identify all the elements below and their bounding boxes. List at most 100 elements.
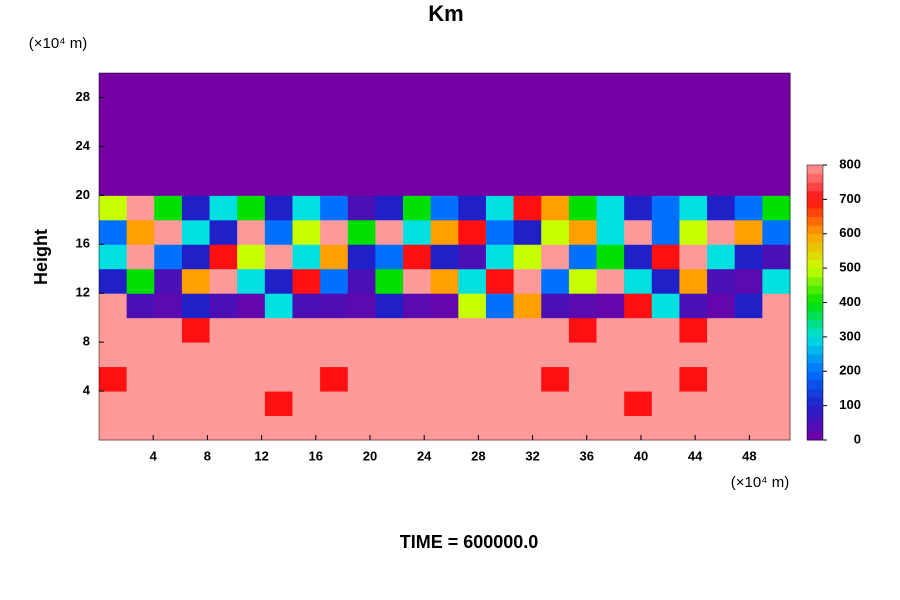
field-cell <box>154 317 183 343</box>
field-cell <box>541 391 570 417</box>
field-cell <box>596 342 625 368</box>
colorbar-slice <box>807 397 823 407</box>
field-cell <box>347 121 376 147</box>
field-cell <box>513 317 542 343</box>
x-tick-label: 24 <box>417 448 432 463</box>
field-cell <box>762 146 791 172</box>
field-cell <box>707 244 736 270</box>
field-cell <box>568 415 598 441</box>
field-cell <box>99 73 128 98</box>
field-cell <box>181 146 211 172</box>
field-cell <box>181 317 211 343</box>
colorbar-slice <box>807 362 823 372</box>
field-cell <box>651 195 680 221</box>
colorbar-slice <box>807 276 823 286</box>
field-cell <box>679 121 708 147</box>
field-cell <box>707 268 736 294</box>
field-cell <box>541 146 570 172</box>
field-cell <box>430 268 459 294</box>
field-cell <box>320 73 349 98</box>
colorbar-slice <box>807 354 823 364</box>
field-cell <box>237 317 266 343</box>
colorbar-tick-label: 500 <box>839 260 861 275</box>
field-cell <box>320 342 349 368</box>
field-cell <box>513 244 542 270</box>
field-cell <box>154 366 183 392</box>
field-cell <box>596 293 625 319</box>
field-cell <box>596 268 625 294</box>
field-cell <box>209 268 238 294</box>
field-cell <box>154 73 183 98</box>
field-cell <box>651 73 680 98</box>
field-cell <box>430 415 459 441</box>
field-cell <box>126 219 155 245</box>
field-cell <box>458 121 487 147</box>
field-cell <box>237 391 266 417</box>
field-cell <box>568 317 598 343</box>
field-cell <box>126 121 155 147</box>
field-cell <box>513 170 542 196</box>
field-cell <box>292 391 321 417</box>
field-cell <box>762 73 791 98</box>
field-cell <box>181 73 211 98</box>
field-cell <box>126 415 155 441</box>
field-cell <box>403 293 432 319</box>
field-cell <box>430 97 459 123</box>
field-cell <box>292 268 321 294</box>
field-cell <box>651 268 680 294</box>
field-cell <box>181 244 211 270</box>
field-cell <box>762 366 791 392</box>
field-cell <box>734 415 763 441</box>
field-cell <box>707 366 736 392</box>
field-cell <box>292 317 321 343</box>
colorbar-slice <box>807 165 823 175</box>
field-cell <box>181 170 211 196</box>
field-cell <box>99 342 128 368</box>
field-cell <box>458 219 487 245</box>
field-cell <box>430 366 459 392</box>
field-cell <box>99 268 128 294</box>
field-cell <box>651 317 680 343</box>
field-cell <box>99 219 128 245</box>
field-cell <box>762 293 791 319</box>
field-cell <box>292 219 321 245</box>
field-cell <box>154 170 183 196</box>
field-cell <box>624 317 653 343</box>
colorbar-slice <box>807 182 823 192</box>
field-cell <box>568 219 598 245</box>
field-cell <box>347 195 376 221</box>
field-cell <box>292 170 321 196</box>
field-cell <box>651 170 680 196</box>
field-cell <box>403 317 432 343</box>
field-cell <box>292 293 321 319</box>
field-cell <box>375 244 404 270</box>
field-cell <box>99 97 128 123</box>
field-cell <box>237 244 266 270</box>
field-cell <box>651 391 680 417</box>
field-cell <box>99 391 128 417</box>
field-cell <box>347 146 376 172</box>
field-cell <box>568 366 598 392</box>
field-cell <box>541 415 570 441</box>
field-cell <box>292 73 321 98</box>
field-cell <box>624 244 653 270</box>
field-cell <box>485 170 515 196</box>
field-cell <box>707 121 736 147</box>
colorbar-slice <box>807 319 823 329</box>
field-cell <box>596 244 625 270</box>
colorbar-tick-label: 400 <box>839 294 861 309</box>
field-cell <box>458 268 487 294</box>
field-cell <box>320 195 349 221</box>
field-cell <box>403 146 432 172</box>
field-cell <box>762 268 791 294</box>
field-cell <box>458 146 487 172</box>
field-cell <box>154 391 183 417</box>
field-cell <box>734 195 763 221</box>
field-cell <box>375 293 404 319</box>
field-cell <box>154 146 183 172</box>
field-cell <box>209 219 238 245</box>
field-cell <box>513 146 542 172</box>
field-cell <box>679 219 708 245</box>
field-cell <box>154 97 183 123</box>
field-cell <box>237 366 266 392</box>
